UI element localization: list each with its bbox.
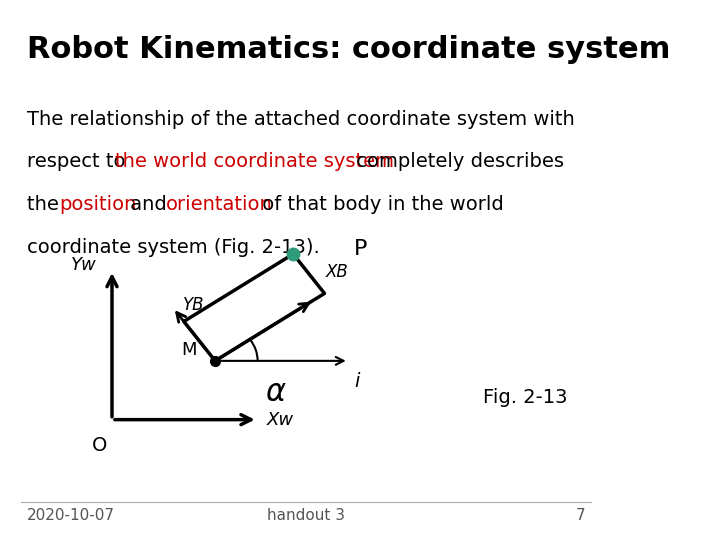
Text: Yw: Yw [71,255,96,274]
Text: of that body in the world: of that body in the world [256,195,503,214]
Text: Xw: Xw [266,410,294,429]
Text: handout 3: handout 3 [267,508,345,523]
Text: The relationship of the attached coordinate system with: The relationship of the attached coordin… [27,110,575,129]
Text: the: the [27,195,66,214]
Text: Fig. 2-13: Fig. 2-13 [482,388,567,407]
Text: i: i [355,372,360,390]
Text: completely describes: completely describes [351,152,564,171]
Text: 7: 7 [575,508,585,523]
Text: P: P [354,239,367,259]
Text: 2020-10-07: 2020-10-07 [27,508,115,523]
Text: M: M [181,341,197,359]
Text: the world coordinate system: the world coordinate system [115,152,395,171]
Text: coordinate system (Fig. 2-13).: coordinate system (Fig. 2-13). [27,238,320,257]
Text: Robot Kinematics: coordinate system: Robot Kinematics: coordinate system [27,35,670,64]
Text: XB: XB [325,263,348,281]
Text: respect to: respect to [27,152,132,171]
Text: orientation: orientation [166,195,272,214]
Text: and: and [125,195,174,214]
Text: O: O [92,436,107,455]
Text: position: position [59,195,137,214]
Text: YB: YB [183,296,204,314]
Text: $\alpha$: $\alpha$ [265,379,287,407]
